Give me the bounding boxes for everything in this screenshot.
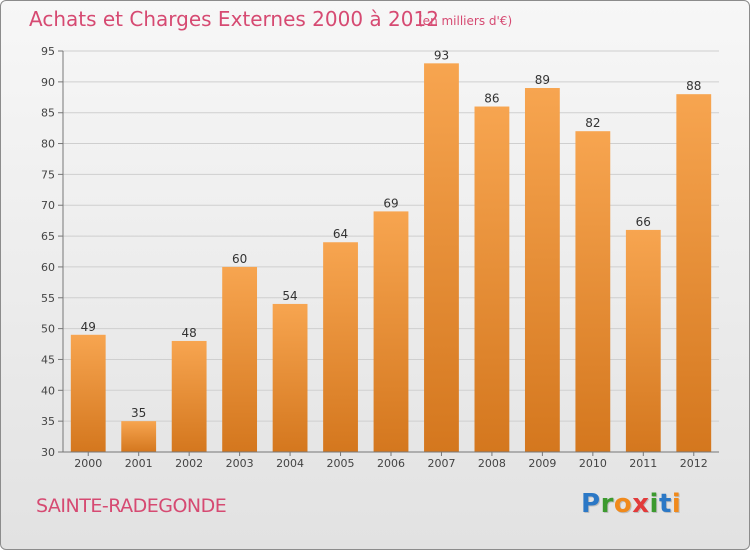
logo-letter: r — [600, 489, 614, 519]
bar-2011 — [625, 229, 661, 452]
y-tick-label: 30 — [41, 446, 55, 459]
y-tick-label: 85 — [41, 107, 55, 120]
value-label: 86 — [484, 92, 499, 106]
value-label: 60 — [232, 252, 247, 266]
logo-letter: i — [671, 489, 682, 519]
proxiti-logo: Proxiti — [581, 489, 681, 519]
x-tick-label: 2003 — [226, 457, 254, 470]
bar-2008 — [474, 106, 510, 453]
y-tick-label: 70 — [41, 199, 55, 212]
y-tick-label: 60 — [41, 261, 55, 274]
bar-2010 — [575, 131, 611, 452]
x-tick-label: 2007 — [427, 457, 455, 470]
y-tick-label: 65 — [41, 230, 55, 243]
y-tick-label: 95 — [41, 45, 55, 58]
bars: 49 35 48 60 54 64 69 93 86 89 82 66 88 — [70, 48, 712, 453]
bar-2005 — [323, 242, 358, 452]
bar-2002 — [171, 340, 207, 452]
axes: 30 35 40 45 50 55 60 65 70 75 80 85 90 95 2000 2001 2002… — [41, 45, 719, 470]
value-label: 66 — [636, 215, 651, 229]
value-label: 64 — [333, 227, 348, 241]
value-label: 93 — [434, 48, 449, 62]
value-label: 89 — [535, 73, 550, 87]
y-tick-label: 40 — [41, 384, 55, 397]
x-tick-label: 2011 — [629, 457, 657, 470]
x-tick-label: 2004 — [276, 457, 304, 470]
x-tick-label: 2002 — [175, 457, 203, 470]
bar-2003 — [222, 266, 258, 452]
x-tick-label: 2008 — [478, 457, 506, 470]
x-tick-label: 2010 — [579, 457, 607, 470]
bar-2001 — [121, 421, 157, 452]
logo-letter: i — [649, 489, 659, 519]
y-tick-label: 90 — [41, 76, 55, 89]
y-tick-label: 50 — [41, 323, 55, 336]
bar-2006 — [373, 211, 409, 452]
value-label: 49 — [81, 320, 96, 334]
y-tick-label: 35 — [41, 415, 55, 428]
x-tick-label: 2006 — [377, 457, 405, 470]
bar-2007 — [424, 63, 459, 452]
value-label: 82 — [585, 116, 600, 130]
bar-2000 — [70, 334, 106, 452]
y-tick-label: 55 — [41, 292, 55, 305]
logo-letter: t — [658, 489, 672, 519]
commune-name: SAINTE-RADEGONDE — [36, 495, 227, 517]
logo-letter: o — [613, 489, 633, 519]
bar-2012 — [676, 94, 712, 452]
value-label: 69 — [383, 196, 398, 210]
x-tick-label: 2005 — [327, 457, 355, 470]
y-tick-label: 80 — [41, 138, 55, 151]
y-tick-label: 45 — [41, 353, 55, 366]
chart-subtitle: (en milliers d'€) — [418, 14, 513, 28]
x-tick-label: 2012 — [680, 457, 708, 470]
bar-2009 — [524, 88, 560, 452]
x-tick-label: 2001 — [125, 457, 153, 470]
chart-title: Achats et Charges Externes 2000 à 2012 — [29, 7, 439, 31]
value-label: 48 — [182, 326, 197, 340]
bar-2004 — [272, 303, 308, 452]
logo-letter: P — [581, 489, 601, 519]
value-label: 35 — [131, 406, 146, 420]
x-tick-label: 2000 — [74, 457, 102, 470]
value-label: 88 — [686, 79, 701, 93]
y-tick-label: 75 — [41, 168, 55, 181]
x-tick-label: 2009 — [528, 457, 556, 470]
logo-letter: x — [632, 489, 650, 519]
value-label: 54 — [282, 289, 297, 303]
